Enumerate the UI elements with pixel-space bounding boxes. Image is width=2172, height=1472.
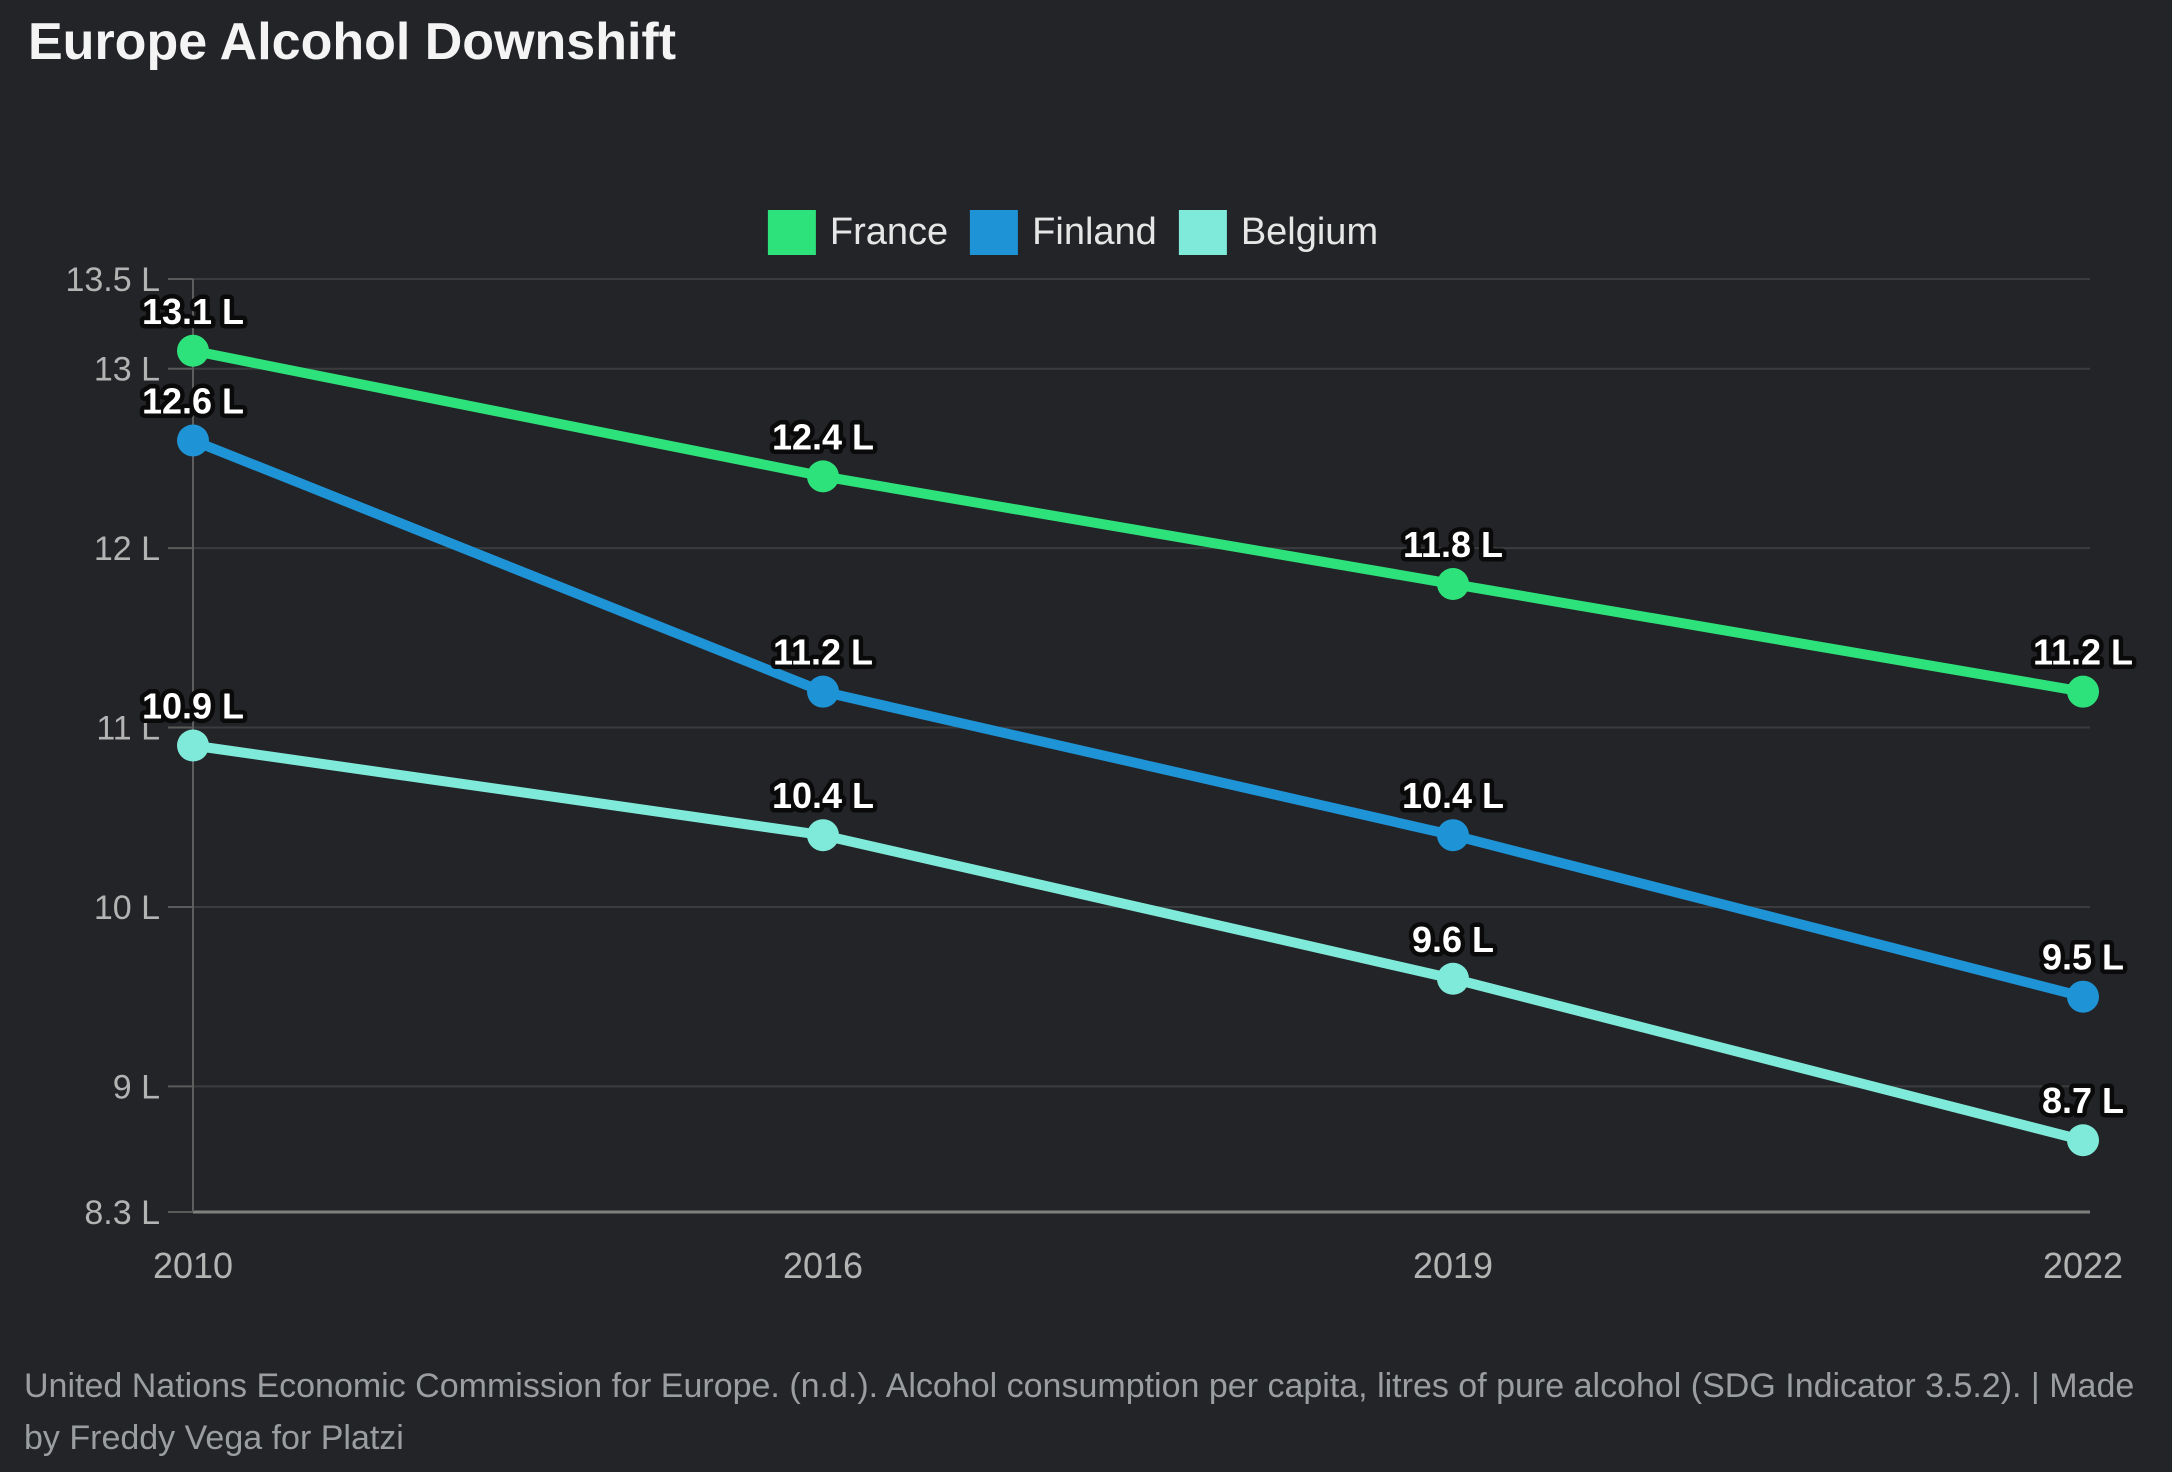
- data-point-france-2022: [2067, 675, 2099, 708]
- data-label-finland-2019: 10.4 L: [1402, 775, 1504, 816]
- footer-attribution: United Nations Economic Commission for E…: [24, 1367, 2135, 1458]
- data-label-finland-2016: 11.2 L: [773, 632, 873, 673]
- legend-item-belgium: Belgium: [1178, 210, 1379, 255]
- data-point-belgium-2016: [807, 819, 839, 852]
- series-line-belgium: [188, 740, 2088, 1146]
- data-label-belgium-2022: 8.7 L: [2042, 1080, 2124, 1121]
- data-label-belgium-2019: 9.6 L: [1412, 919, 1494, 960]
- data-point-finland-2010: [177, 424, 209, 457]
- legend-item-finland: Finland: [970, 210, 1157, 255]
- data-label-finland-2010: 12.6 L: [142, 380, 244, 421]
- data-point-belgium-2019: [1437, 962, 1469, 995]
- data-point-finland-2022: [2067, 980, 2099, 1013]
- y-tick-label: 10 L: [94, 889, 160, 927]
- y-tick-label: 9 L: [113, 1068, 160, 1106]
- y-tick-label: 13 L: [94, 351, 160, 389]
- legend-swatch-belgium: [1178, 210, 1227, 255]
- legend-label-france: France: [829, 211, 949, 253]
- x-tick-label: 2022: [2043, 1245, 2123, 1286]
- page-title: Europe Alcohol Downshift: [28, 13, 677, 71]
- data-label-france-2022: 11.2 L: [2033, 632, 2133, 673]
- y-tick-label: 12 L: [94, 530, 160, 568]
- x-tick-label: 2010: [153, 1245, 233, 1286]
- data-label-belgium-2016: 10.4 L: [772, 775, 874, 816]
- legend-swatch-finland: [970, 210, 1019, 255]
- y-tick-label: 11 L: [96, 710, 160, 748]
- series-line-finland: [188, 435, 2088, 1002]
- x-tick-label: 2016: [783, 1245, 863, 1286]
- data-point-belgium-2022: [2067, 1124, 2099, 1157]
- data-label-belgium-2010: 10.9 L: [142, 686, 244, 727]
- data-label-france-2016: 12.4 L: [772, 416, 874, 457]
- legend-label-belgium: Belgium: [1240, 211, 1379, 253]
- series-line-france: [188, 345, 2088, 697]
- legend-item-france: France: [767, 210, 949, 255]
- data-point-france-2010: [177, 334, 209, 367]
- data-point-belgium-2010: [177, 729, 209, 762]
- data-label-france-2019: 11.8 L: [1403, 524, 1503, 565]
- x-tick-label: 2019: [1413, 1245, 1493, 1286]
- y-tick-label: 13.5 L: [65, 261, 160, 299]
- data-label-finland-2022: 9.5 L: [2042, 937, 2124, 978]
- data-point-finland-2016: [807, 675, 839, 708]
- data-point-finland-2019: [1437, 819, 1469, 852]
- legend-label-finland: Finland: [1032, 211, 1157, 253]
- data-label-france-2010: 13.1 L: [142, 291, 244, 332]
- legend-swatch-france: [767, 210, 816, 255]
- data-point-france-2019: [1437, 568, 1469, 601]
- y-tick-label: 8.3 L: [84, 1194, 160, 1232]
- legend: France Finland Belgium: [767, 210, 1379, 255]
- data-point-france-2016: [807, 460, 839, 493]
